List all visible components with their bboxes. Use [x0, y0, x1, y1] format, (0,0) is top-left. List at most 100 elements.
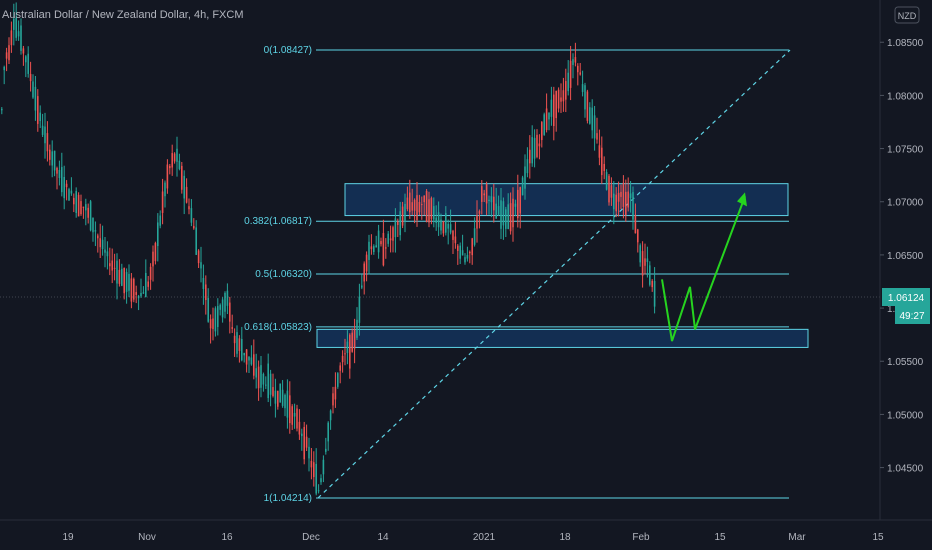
- candle-up: [255, 368, 257, 378]
- candle-up: [514, 203, 517, 207]
- candle-down: [421, 204, 423, 206]
- candle-up: [176, 148, 178, 162]
- price-axis[interactable]: [880, 0, 932, 550]
- candle-down: [411, 202, 413, 211]
- candle-down: [389, 238, 392, 241]
- candle-down: [380, 241, 382, 245]
- candle-down: [161, 191, 164, 213]
- candle-up: [68, 189, 70, 201]
- candle-up: [584, 85, 586, 110]
- candle-up: [1, 108, 3, 111]
- currency-badge[interactable]: NZD: [894, 6, 920, 24]
- candle-up: [106, 251, 109, 257]
- candle-down: [154, 243, 157, 262]
- candle-down: [615, 194, 617, 212]
- candle-up: [531, 137, 533, 164]
- candle-up: [142, 292, 145, 294]
- candle-down: [135, 292, 137, 295]
- candle-down: [171, 153, 173, 168]
- candle-up: [435, 217, 437, 223]
- candle-down: [416, 195, 418, 221]
- candle-up: [445, 213, 447, 233]
- candle-down: [147, 281, 149, 287]
- candle-up: [265, 384, 267, 386]
- candle-up: [104, 249, 106, 253]
- candle-down: [77, 194, 80, 217]
- candle-down: [644, 258, 646, 266]
- candle-up: [89, 201, 92, 231]
- candle-up: [32, 81, 34, 98]
- price-tick-label: 1.08000: [887, 91, 924, 102]
- candle-up: [320, 478, 322, 483]
- candle-down: [197, 250, 200, 264]
- candle-down: [483, 193, 485, 196]
- candle-up: [377, 230, 380, 253]
- candle-down: [560, 97, 562, 102]
- candle-down: [565, 81, 567, 100]
- candle-down: [442, 221, 445, 234]
- candle-down: [370, 246, 373, 250]
- fib-level-label: 0.618(1.05823): [244, 322, 312, 333]
- time-tick-label: Mar: [788, 532, 806, 543]
- candle-down: [622, 182, 625, 207]
- candle-up: [521, 177, 524, 196]
- candle-up: [75, 191, 77, 213]
- price-tick-label: 1.05500: [887, 357, 924, 368]
- candle-down: [80, 201, 82, 215]
- candle-up: [375, 245, 377, 248]
- candle-down: [229, 302, 231, 322]
- candle-down: [313, 462, 315, 478]
- candle-up: [200, 262, 202, 269]
- candle-down: [181, 165, 183, 190]
- candle-down: [469, 251, 471, 254]
- candle-up: [286, 390, 289, 418]
- fib-level-label: 0.382(1.06817): [244, 216, 312, 227]
- time-axis[interactable]: [0, 520, 932, 550]
- candle-down: [596, 133, 598, 140]
- candle-up: [629, 193, 632, 198]
- candle-up: [101, 239, 104, 250]
- candle-up: [581, 84, 584, 92]
- candle-up: [464, 257, 466, 263]
- candle-up: [51, 151, 53, 166]
- candle-up: [361, 285, 363, 288]
- projection-layer: [661, 192, 747, 342]
- candle-up: [145, 272, 147, 297]
- candle-down: [130, 278, 133, 302]
- candle-up: [337, 373, 339, 387]
- candle-up: [41, 125, 44, 135]
- time-tick-label: 15: [872, 532, 884, 543]
- candle-up: [308, 446, 310, 459]
- candle-up: [567, 72, 569, 92]
- candle-up: [497, 206, 500, 215]
- candle-up: [274, 390, 277, 404]
- candle-down: [536, 134, 538, 157]
- support-zone: [316, 328, 809, 348]
- candle-up: [473, 228, 476, 245]
- candle-up: [128, 273, 130, 291]
- candle-down: [87, 207, 89, 218]
- candle-down: [305, 436, 308, 448]
- price-tick-label: 1.07000: [887, 198, 924, 209]
- time-tick-label: Feb: [632, 532, 650, 543]
- candle-up: [543, 114, 545, 135]
- candle-down: [73, 197, 75, 205]
- candle-up: [440, 219, 442, 231]
- candle-up: [394, 218, 397, 238]
- candle-up: [58, 170, 61, 178]
- candle-up: [25, 56, 27, 63]
- candle-up: [217, 306, 219, 327]
- candle-down: [625, 191, 627, 216]
- candle-up: [526, 159, 529, 174]
- candle-down: [8, 45, 10, 61]
- candle-up: [17, 31, 20, 37]
- candle-up: [591, 107, 593, 131]
- candle-up: [202, 277, 205, 289]
- candle-down: [637, 229, 639, 243]
- candle-up: [44, 126, 46, 144]
- candle-up: [461, 250, 464, 256]
- candle-up: [63, 176, 65, 199]
- candle-down: [457, 245, 459, 251]
- candle-up: [178, 160, 181, 169]
